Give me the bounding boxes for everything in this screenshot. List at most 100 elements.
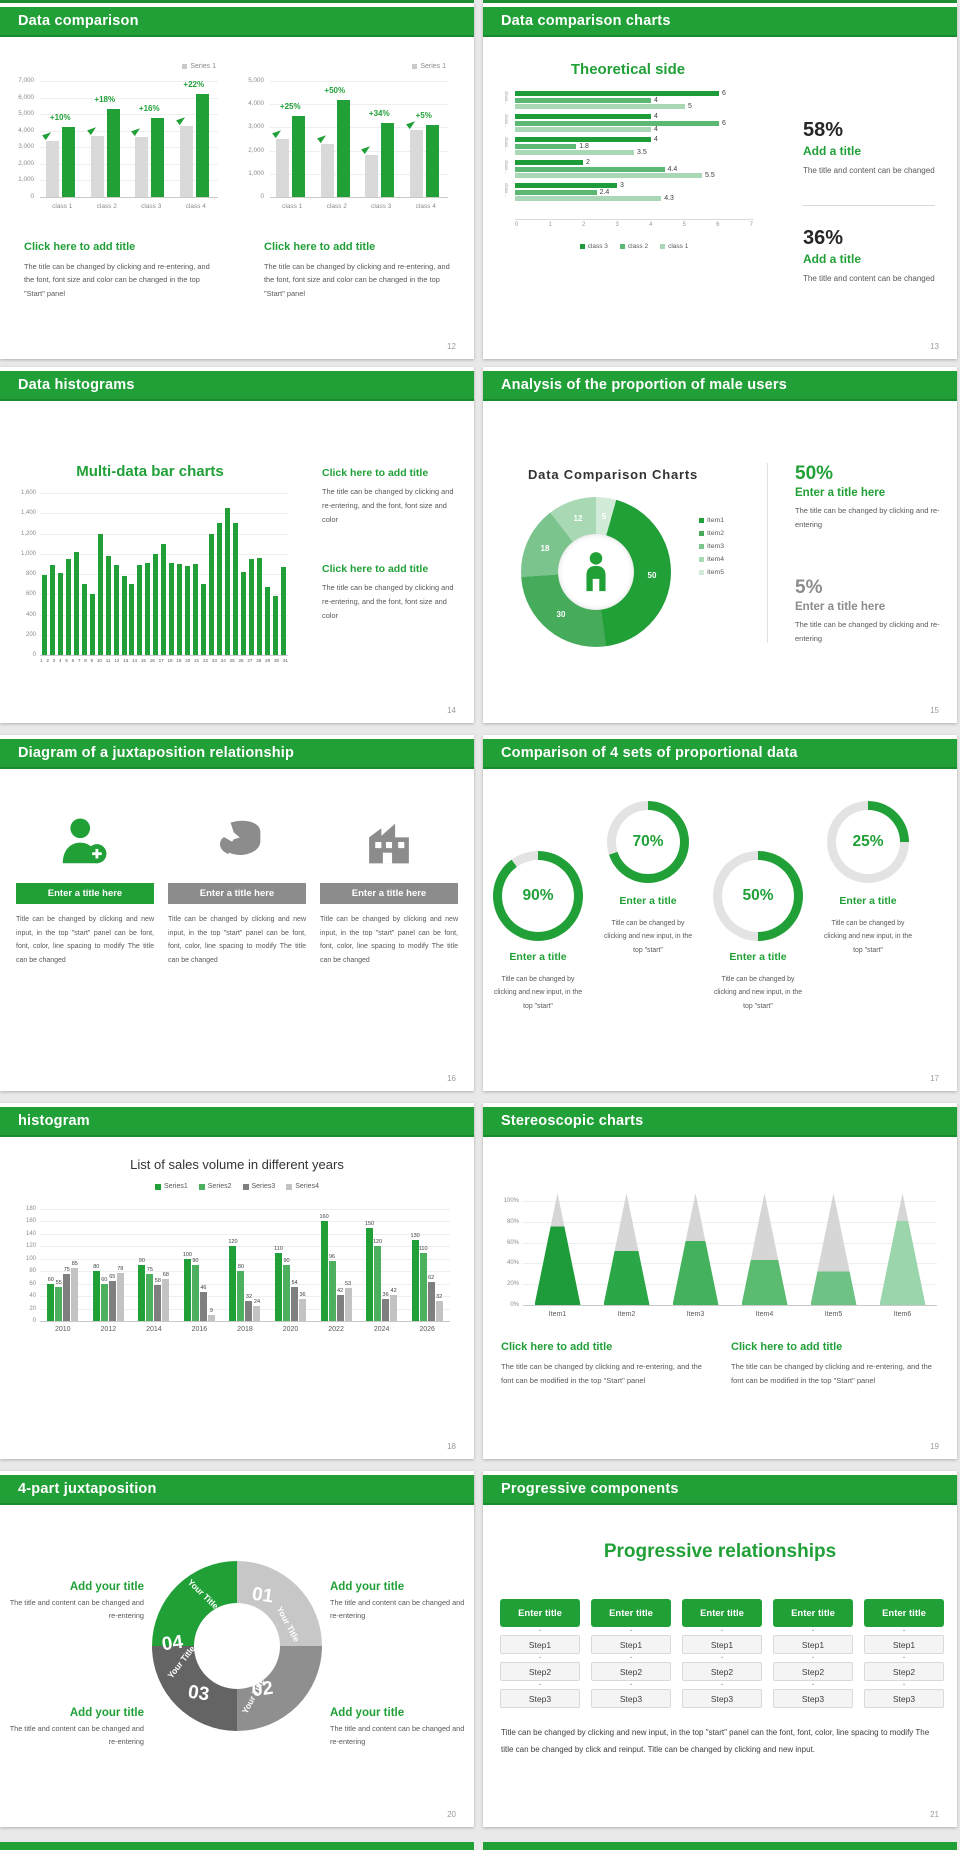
bar — [320, 1221, 328, 1321]
progress-ring: 50% — [713, 851, 803, 941]
block-heading: Click here to add title — [731, 1341, 843, 1353]
h-bar — [515, 150, 634, 155]
slide-content: 100% 80% 60% 40% 20% 0% Item1 Item2 Item3 Item4 It… — [483, 1141, 957, 1459]
cone — [879, 1193, 926, 1305]
y-tick-label: 0% — [510, 1301, 519, 1308]
ring-body: Title can be changed by clicking and new… — [603, 920, 693, 954]
bar-value-label: 65 — [109, 1273, 116, 1280]
bar-value-label: +18% — [94, 95, 116, 105]
ring-value: 50% — [742, 887, 774, 904]
y-axis: 100% 80% 60% 40% 20% 0% — [493, 1197, 519, 1309]
stat-label: Add a title — [803, 252, 862, 266]
x-tick-label: 24 — [220, 658, 226, 663]
y-tick-label: 200 — [25, 631, 36, 638]
legend-item: Series1 — [155, 1183, 188, 1190]
block-heading: Click here to add title — [24, 241, 136, 253]
legend-label: Series1 — [164, 1183, 188, 1190]
bar-wrapper: 46 — [199, 1285, 207, 1321]
stat-value: 50% — [795, 463, 834, 484]
connector-dot-icon: ▪ — [903, 1682, 905, 1688]
bar — [390, 1294, 398, 1321]
x-tick-label: 11 — [105, 658, 111, 663]
bar — [49, 564, 55, 655]
slide-histogram[interactable]: histogram List of sales volume in differ… — [0, 1103, 474, 1459]
slice-value-label: 5 — [601, 512, 607, 521]
legend-swatch — [699, 544, 704, 549]
slide-stereoscopic-charts[interactable]: Stereoscopic charts 100% 80% 60% 40% 20% 0% It… — [483, 1103, 957, 1459]
slide-data-histograms[interactable]: Data histograms Multi-data bar charts 1,6… — [0, 367, 474, 723]
x-tick-label: class 4 — [185, 203, 206, 210]
bar-series1 — [292, 115, 306, 197]
bar — [100, 1283, 108, 1321]
bar-wrapper: 60 — [47, 1277, 55, 1321]
item-title-bar: Enter a title here — [320, 883, 458, 904]
slide-title: Data comparison — [18, 13, 139, 29]
bar-value-label: 60 — [47, 1276, 54, 1283]
stat-label: Enter a title here — [795, 601, 886, 613]
bar-series1 — [381, 122, 395, 197]
step-column: Enter title ▪ Step1 ▪ Step2 ▪ Step3 — [682, 1599, 762, 1708]
x-tick-label: 2018 — [237, 1326, 253, 1333]
slide-juxtaposition-diagram[interactable]: Diagram of a juxtaposition relationship … — [0, 735, 474, 1091]
x-tick-label: 26 — [238, 658, 244, 663]
x-axis: class 1 class 2 class 3 class 4 — [270, 203, 448, 210]
bar-wrapper: 42 — [336, 1288, 344, 1321]
chart-legend: Series 1 — [182, 63, 216, 70]
item-body: Title can be changed by clicking and new… — [16, 916, 154, 964]
bar-series1 — [62, 127, 76, 197]
slide-data-comparison[interactable]: Data comparison Series 1 7,000 6,000 5,000 4… — [0, 3, 474, 359]
bar — [229, 1246, 237, 1321]
slide-title-bar: Data comparison — [0, 7, 474, 37]
ring-label: Enter a title — [729, 951, 787, 963]
legend-label: Item3 — [707, 543, 724, 550]
bar-wrapper: 85 — [71, 1261, 79, 1321]
bar — [374, 1246, 382, 1321]
group-label: class… — [504, 137, 509, 152]
slide-progressive-components[interactable]: Progressive components Progressive relat… — [483, 1471, 957, 1827]
stat-body: The title and content can be changed — [803, 166, 935, 175]
bar — [275, 1252, 282, 1321]
block-body: The title can be changed by clicking and… — [24, 262, 210, 298]
bar-group: 160 96 42 53 — [319, 1209, 352, 1321]
h-bar — [515, 196, 662, 201]
bar-value-label: 80 — [93, 1264, 100, 1271]
gridline — [270, 127, 448, 129]
group-label: class… — [504, 183, 509, 198]
bar-value-label: 75 — [63, 1267, 70, 1274]
bar — [272, 596, 278, 655]
slide-content: Data Comparison Charts 5 50 30 18 12 Item1 Item… — [483, 405, 957, 723]
ring-value: 90% — [522, 887, 554, 904]
bar-wrapper: 78 — [116, 1265, 124, 1321]
slide-4part-juxtaposition[interactable]: 4-part juxtaposition 01 Your Title 02 Your … — [0, 1471, 474, 1827]
bar-value-label: 5.5 — [705, 172, 715, 179]
bar-group: +10% — [42, 81, 82, 197]
ring-hole: 25% — [836, 810, 900, 874]
legend-label: Series 1 — [190, 63, 216, 70]
feature-column: Enter a title here Title can be changed b… — [320, 803, 458, 968]
bar-group: 90 75 58 68 — [138, 1209, 170, 1321]
connector-dot-icon: ▪ — [630, 1682, 632, 1688]
slide-male-users-analysis[interactable]: Analysis of the proportion of male users… — [483, 367, 957, 723]
y-tick-label: 100 — [25, 1255, 36, 1262]
pie-3d-icon — [168, 803, 306, 867]
connector-dot-icon: ▪ — [721, 1628, 723, 1634]
page-number: 20 — [447, 1810, 456, 1819]
block-body: The title and content can be changed and… — [330, 1724, 465, 1746]
bar-value-label: 78 — [117, 1265, 124, 1272]
slide-data-comparison-charts[interactable]: Data comparison charts Theoretical side c… — [483, 3, 957, 359]
bar-value-label: +50% — [324, 85, 346, 95]
bar-value-label: +16% — [138, 103, 160, 113]
gridline — [270, 150, 448, 152]
x-tick-label: 23 — [211, 658, 217, 663]
bar-group: +50% — [316, 81, 357, 197]
bar-value-label: 96 — [328, 1254, 336, 1261]
bar-value-label: 42 — [390, 1287, 397, 1294]
slide-proportional-data[interactable]: Comparison of 4 sets of proportional dat… — [483, 735, 957, 1091]
x-axis: class 1 class 2 class 3 class 4 — [40, 203, 218, 210]
bar-previous — [46, 140, 60, 197]
gridline — [40, 1296, 450, 1298]
bar — [328, 1261, 336, 1321]
bar-group: class… 4 6 4 — [504, 113, 815, 133]
x-tick-label: 5 — [682, 222, 686, 228]
